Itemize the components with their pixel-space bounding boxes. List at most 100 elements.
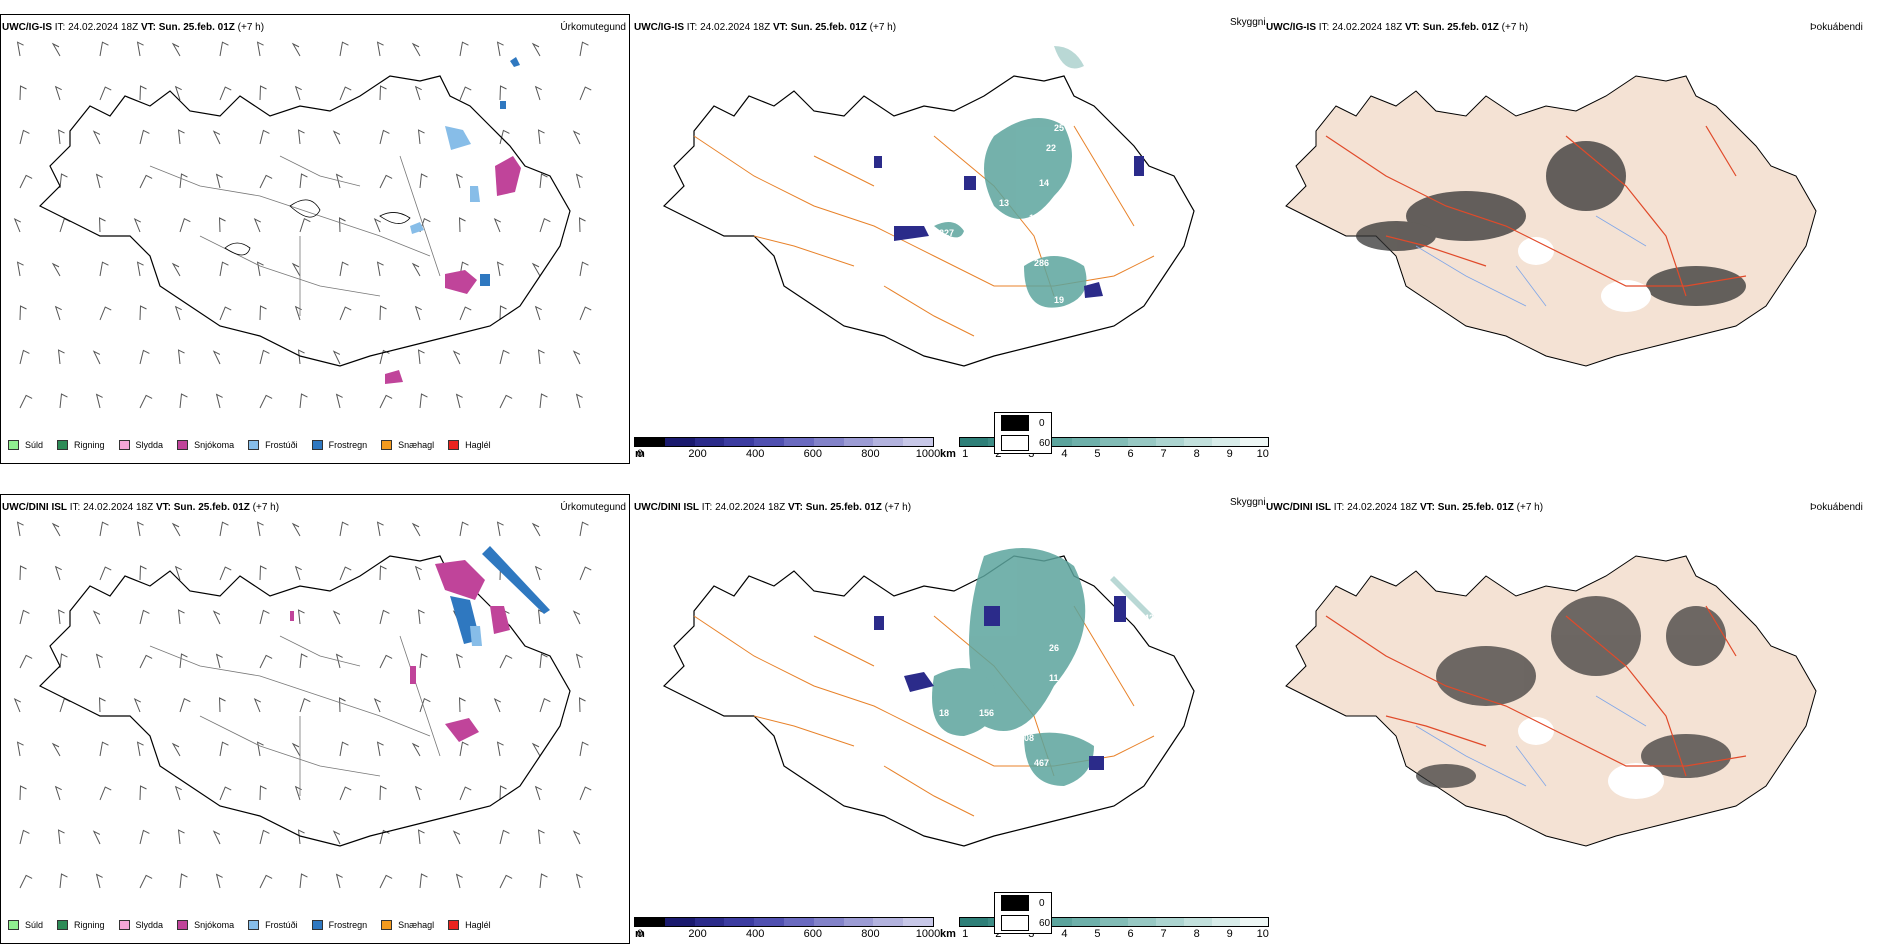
- colorbar-cell: [635, 438, 665, 446]
- freezing-rain-area: [480, 57, 520, 286]
- wind-barb: [339, 566, 352, 581]
- wind-barb: [411, 262, 421, 277]
- wind-barb: [51, 262, 61, 277]
- visibility-value-label: 12: [1029, 213, 1039, 223]
- wind-barb: [99, 41, 109, 57]
- wind-barb: [332, 350, 341, 365]
- wind-barb: [92, 130, 101, 145]
- legend-item: Slydda: [118, 440, 163, 450]
- colorbar-tick: 8: [1193, 448, 1200, 460]
- wind-barb: [459, 741, 469, 757]
- wind-barb: [259, 349, 270, 365]
- colorbar-cell: [1156, 438, 1184, 446]
- it-label: IT:: [69, 502, 81, 513]
- wind-barb: [294, 785, 302, 801]
- visibility-m-area: [874, 596, 1126, 770]
- wind-barb: [179, 173, 188, 189]
- wind-barb: [332, 830, 341, 845]
- wind-barb: [92, 610, 101, 625]
- wind-barb: [496, 41, 504, 57]
- wind-barb: [455, 653, 463, 669]
- wind-barb: [534, 85, 542, 101]
- wind-barb: [219, 41, 229, 57]
- freezing-drizzle-area: [410, 126, 480, 234]
- panel-fog-index-igis: UWC/IG-IS IT: 24.02.2024 18Z VT: Sun. 25…: [994, 14, 1900, 464]
- wind-barb: [496, 741, 504, 757]
- wind-barb: [579, 306, 592, 321]
- wind-barb: [95, 873, 103, 889]
- wind-barb: [297, 349, 305, 365]
- wind-barb: [19, 305, 27, 321]
- wind-barb: [499, 654, 513, 669]
- colorbar-cell: [1044, 918, 1072, 926]
- wind-barb: [212, 130, 221, 145]
- panel-header: UWC/IG-IS IT: 24.02.2024 18Z VT: Sun. 25…: [1266, 22, 1528, 33]
- snow-area: [385, 156, 521, 384]
- unit-m: m: [635, 448, 645, 460]
- wind-barb: [95, 393, 103, 409]
- colorbar-tick: 400: [746, 928, 765, 940]
- fog-legend-swatch: [1001, 435, 1029, 451]
- panel-header: UWC/DINI ISL IT: 24.02.2024 18Z VT: Sun.…: [1266, 502, 1543, 513]
- wind-barb: [297, 829, 305, 845]
- init-time: 24.02.2024 18Z: [83, 502, 154, 513]
- wind-barb: [256, 41, 264, 57]
- legend-swatch: [8, 920, 19, 930]
- wind-barb: [459, 306, 472, 321]
- fog-legend-swatch: [1001, 915, 1029, 931]
- wind-barb: [455, 173, 463, 189]
- wind-barb: [13, 217, 21, 233]
- legend-item: Slydda: [118, 920, 163, 930]
- wind-barb: [13, 697, 21, 713]
- visibility-value-label: 18: [939, 708, 949, 718]
- legend-item: Snæhagl: [381, 440, 434, 450]
- visibility-value-label: 109: [1044, 708, 1059, 718]
- legend-swatch: [448, 440, 460, 450]
- visibility-value-label: 156: [979, 708, 994, 718]
- colorbar-cell: [724, 438, 755, 446]
- wind-barb: [452, 830, 461, 845]
- visibility-value-label: 13: [1104, 791, 1114, 801]
- colorbar-cell: [724, 918, 755, 926]
- colorbar-tick: 0: [636, 928, 644, 940]
- wind-barb: [379, 874, 393, 889]
- wind-barb: [54, 85, 62, 101]
- wind-barb: [54, 565, 62, 581]
- wind-barb: [139, 305, 147, 321]
- wind-barb: [458, 217, 466, 233]
- wind-barb: [16, 521, 24, 537]
- valid-time: Sun. 25.feb. 01Z: [1437, 502, 1514, 513]
- wind-barb: [177, 129, 185, 145]
- wind-barb: [411, 42, 421, 57]
- wind-barb: [219, 566, 232, 581]
- colorbar-tick: 800: [861, 448, 880, 460]
- legend-label: Rigning: [74, 920, 105, 930]
- visibility-value-label: 97: [1119, 293, 1129, 303]
- wind-barb: [578, 697, 586, 713]
- wind-barb: [171, 262, 181, 277]
- visibility-value-label: 42: [1144, 613, 1154, 623]
- wind-barb: [499, 349, 510, 365]
- visibility-value-label: 13: [999, 198, 1009, 208]
- wind-barb: [291, 522, 301, 537]
- legend-swatch: [8, 440, 19, 450]
- colorbar-tick: 2: [995, 448, 1002, 460]
- wind-barb: [297, 609, 305, 625]
- colorbar-tick: 200: [688, 448, 707, 460]
- colorbar-tick: 1000: [915, 928, 941, 940]
- wind-barb: [299, 653, 308, 669]
- wind-barb: [54, 305, 62, 321]
- wind-barb: [531, 742, 541, 757]
- colorbar-tick: 9: [1226, 928, 1233, 940]
- model-name: UWC/DINI ISL: [1266, 502, 1331, 513]
- legend-label: Snjókoma: [194, 440, 235, 450]
- wind-barb: [299, 173, 308, 189]
- wind-barb: [452, 350, 461, 365]
- wind-barb: [59, 873, 68, 889]
- fog-legend: 0 60: [994, 892, 1052, 934]
- wind-barb: [419, 697, 431, 713]
- fog-dark-areas: [1356, 141, 1746, 306]
- colorbar-cell: [1212, 918, 1240, 926]
- wind-barb: [339, 261, 349, 277]
- visibility-value-label: 194: [1089, 603, 1104, 613]
